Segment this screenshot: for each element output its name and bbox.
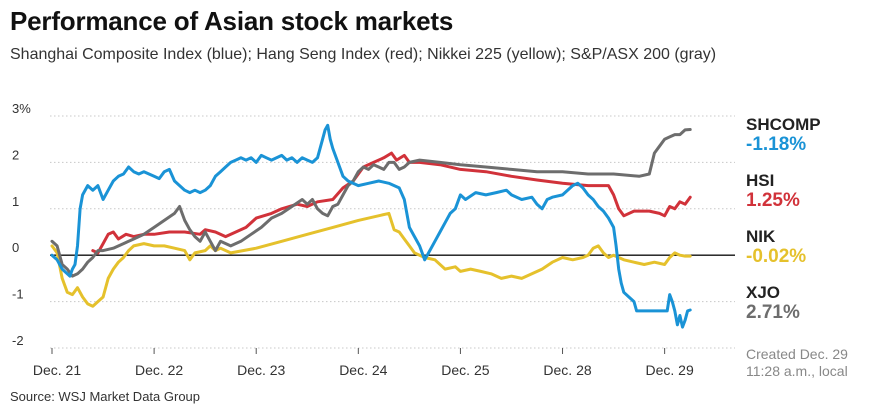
chart-title: Performance of Asian stock markets (10, 6, 454, 36)
x-tick-label: Dec. 28 (543, 362, 591, 378)
created-note: Created Dec. 29 11:28 a.m., local (746, 346, 876, 380)
legend-value-shcomp: -1.18% (746, 134, 807, 155)
gridlines (50, 115, 735, 349)
legend-value-hsi: 1.25% (746, 190, 800, 211)
x-tick-label: Dec. 22 (135, 362, 183, 378)
legend-item-xjo: XJO 2.71% (746, 283, 800, 323)
y-tick-label: 0 (12, 240, 19, 255)
series-line-shanghai-composite-index (50, 123, 692, 329)
legend-name-xjo: XJO (746, 283, 781, 302)
y-tick-label: -2 (12, 333, 24, 348)
y-tick-label: 2 (12, 147, 19, 162)
legend-item-hsi: HSI 1.25% (746, 171, 800, 211)
series-line-s-p-asx-200 (50, 128, 692, 278)
x-tick-label: Dec. 23 (237, 362, 285, 378)
x-tick-label: Dec. 29 (646, 362, 694, 378)
legend-item-nik: NIK -0.02% (746, 227, 806, 267)
x-tick-label: Dec. 25 (441, 362, 489, 378)
y-axis-labels: 3% 2 1 0 -1 -2 (12, 101, 31, 348)
source-note: Source: WSJ Market Data Group (10, 389, 201, 404)
x-axis-labels: Dec. 21 Dec. 22 Dec. 23 Dec. 24 Dec. 25 Dec. … (33, 348, 694, 378)
legend-value-nik: -0.02% (746, 246, 807, 267)
y-tick-label: -1 (12, 287, 24, 302)
y-tick-label: 1 (12, 194, 19, 209)
series-line-nikkei-225 (50, 211, 692, 308)
legend-item-shcomp: SHCOMP -1.18% (746, 115, 821, 155)
x-tick-label: Dec. 24 (339, 362, 387, 378)
series-line-hang-seng-index (91, 151, 692, 255)
created-date: Created Dec. 29 (746, 346, 848, 362)
y-tick-label: 3% (12, 101, 31, 116)
legend-value-xjo: 2.71% (746, 302, 800, 323)
legend-name-hsi: HSI (746, 171, 775, 190)
legend-name-shcomp: SHCOMP (746, 115, 821, 134)
series-lines (50, 123, 692, 329)
x-tick-label: Dec. 21 (33, 362, 81, 378)
chart-subtitle: Shanghai Composite Index (blue); Hang Se… (10, 46, 717, 63)
created-time: 11:28 a.m., local (746, 363, 848, 379)
legend-name-nik: NIK (746, 227, 776, 246)
